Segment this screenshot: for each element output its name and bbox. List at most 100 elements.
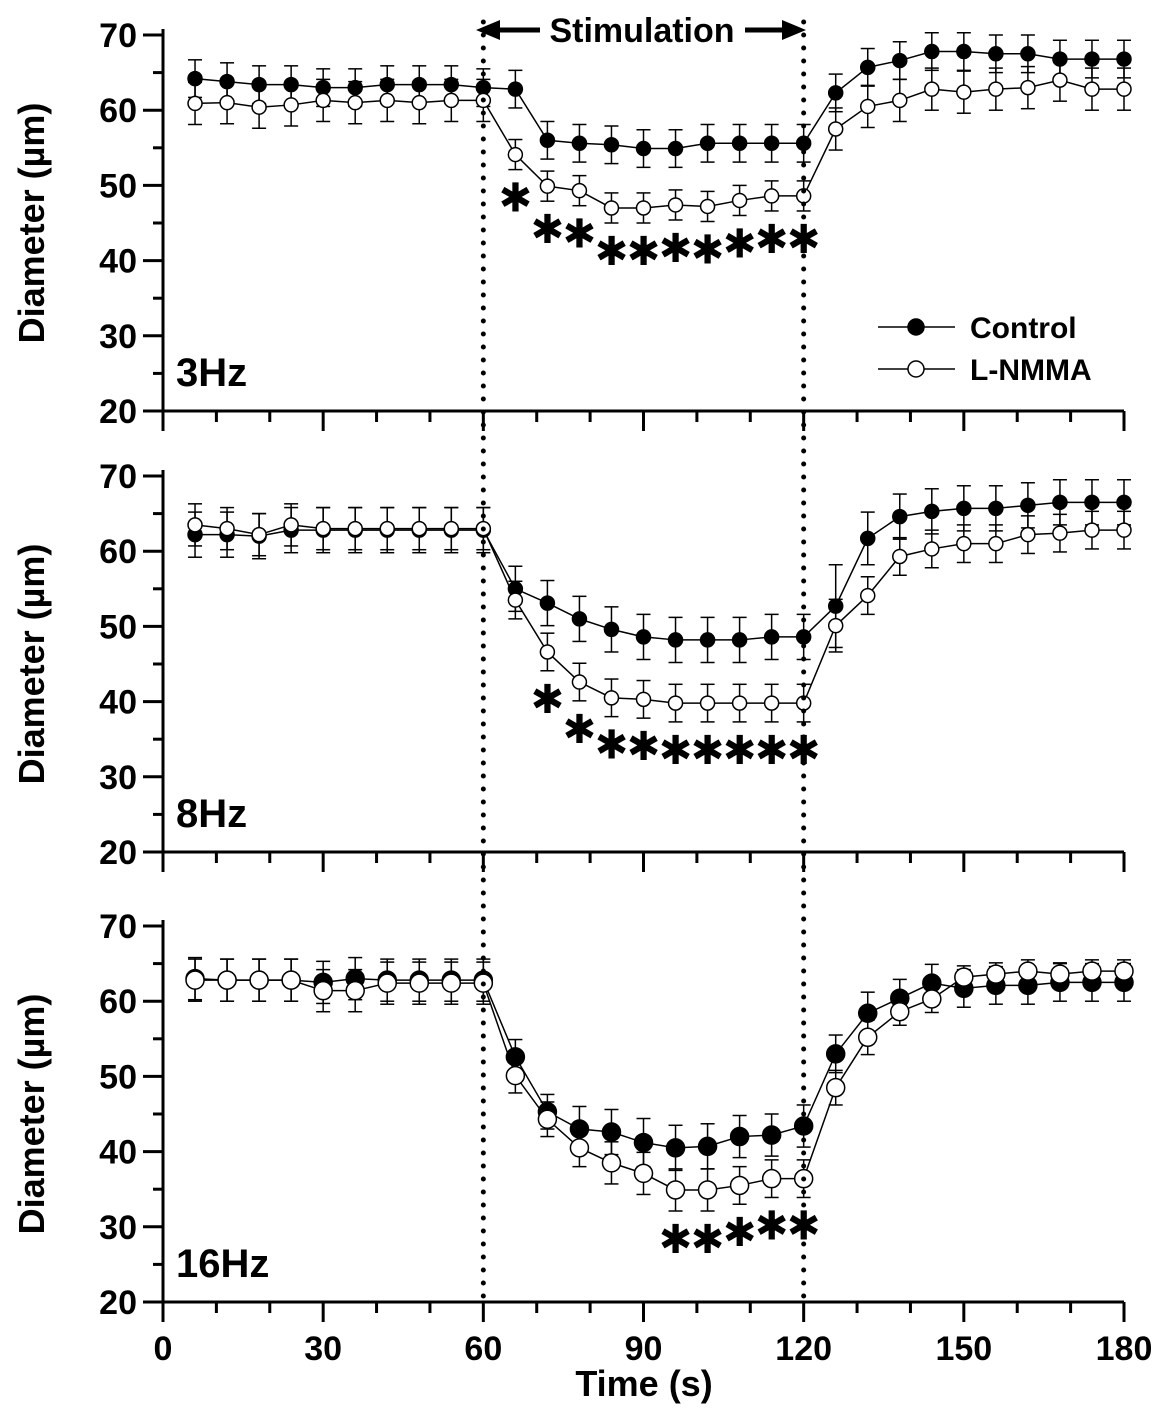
data-point-L-NMMA (315, 520, 331, 537)
data-point-Control (667, 632, 684, 648)
significance-marker: ✱ (563, 212, 597, 258)
data-point-Control (1020, 497, 1036, 514)
y-tick-label: 20 (99, 393, 137, 431)
data-point-L-NMMA (857, 1027, 878, 1048)
data-point-L-NMMA (827, 121, 844, 137)
data-point-L-NMMA (283, 517, 299, 533)
data-point-Control (827, 85, 844, 101)
data-point-L-NMMA (379, 520, 395, 537)
data-point-L-NMMA (507, 146, 524, 163)
data-point-L-NMMA (603, 200, 620, 216)
significance-marker: ✱ (659, 1217, 693, 1263)
significance-marker: ✱ (595, 229, 629, 275)
data-point-L-NMMA (924, 81, 940, 97)
series-line-L-NMMA (195, 970, 1124, 1191)
data-point-L-NMMA (763, 188, 780, 204)
data-point-L-NMMA (251, 99, 267, 115)
panel-label: 3Hz (176, 351, 247, 395)
data-point-L-NMMA (986, 964, 1006, 984)
y-tick-label: 50 (99, 167, 137, 205)
data-point-L-NMMA (635, 200, 652, 216)
data-point-L-NMMA (1082, 961, 1102, 981)
y-tick-label: 60 (99, 983, 137, 1021)
data-point-L-NMMA (892, 92, 908, 109)
series-line-Control (195, 501, 1124, 641)
data-point-L-NMMA (1084, 522, 1100, 538)
data-point-L-NMMA (731, 695, 748, 711)
data-point-L-NMMA (441, 973, 462, 993)
data-point-L-NMMA (924, 541, 940, 557)
y-tick-label: 70 (99, 17, 137, 55)
significance-marker: ✱ (627, 724, 661, 770)
data-point-Control (601, 1122, 622, 1142)
data-point-L-NMMA (697, 1180, 718, 1200)
y-axis-title: Diameter (µm) (11, 994, 52, 1235)
data-point-L-NMMA (729, 1175, 750, 1196)
data-point-Control (665, 1138, 686, 1158)
data-point-L-NMMA (859, 98, 876, 115)
data-point-L-NMMA (443, 92, 460, 109)
y-tick-label: 50 (99, 608, 137, 646)
panel-label: 16Hz (176, 1242, 269, 1286)
data-point-L-NMMA (313, 980, 333, 1001)
data-point-Control (731, 135, 748, 152)
significance-marker: ✱ (755, 1203, 789, 1249)
y-tick-label: 30 (99, 318, 137, 356)
data-point-Control (571, 611, 588, 627)
data-point-L-NMMA (1114, 961, 1134, 981)
data-point-L-NMMA (956, 535, 972, 552)
data-point-L-NMMA (1050, 964, 1070, 984)
data-point-Control (539, 595, 556, 611)
y-tick-label: 40 (99, 684, 137, 722)
data-point-L-NMMA (185, 970, 205, 990)
panel-label: 8Hz (176, 792, 247, 836)
data-point-L-NMMA (633, 1163, 654, 1184)
data-point-Control (603, 137, 620, 153)
series-line-L-NMMA (194, 524, 1124, 704)
data-point-L-NMMA (1084, 81, 1100, 97)
data-point-L-NMMA (219, 94, 235, 111)
data-point-L-NMMA (954, 967, 974, 987)
data-point-L-NMMA (667, 695, 684, 711)
significance-marker: ✱ (499, 176, 533, 222)
significance-marker: ✱ (531, 677, 565, 723)
data-point-L-NMMA (1052, 525, 1068, 541)
significance-marker: ✱ (723, 221, 757, 267)
data-point-L-NMMA (379, 92, 395, 109)
data-point-Control (763, 135, 780, 152)
y-tick-label: 70 (99, 908, 137, 946)
data-point-Control (924, 503, 940, 520)
data-point-L-NMMA (539, 644, 556, 660)
y-tick-label: 20 (99, 1284, 137, 1322)
data-point-L-NMMA (187, 517, 203, 533)
x-axis-title: Time (s) (575, 1363, 712, 1404)
data-point-L-NMMA (249, 970, 269, 990)
legend-control-label: Control (970, 312, 1077, 345)
legend: Control L-NMMA (878, 312, 1092, 387)
x-tick-label: 180 (1096, 1330, 1153, 1368)
data-point-Control (635, 140, 652, 157)
y-tick-label: 40 (99, 1134, 137, 1172)
data-point-L-NMMA (411, 94, 428, 111)
y-tick-label: 60 (99, 92, 137, 130)
legend-lnmma-label: L-NMMA (970, 354, 1092, 387)
y-axis-title: Diameter (µm) (11, 544, 52, 785)
data-point-L-NMMA (892, 548, 908, 565)
data-point-L-NMMA (187, 95, 203, 112)
y-tick-label: 60 (99, 533, 137, 571)
x-tick-label: 120 (775, 1330, 832, 1368)
significance-marker: ✱ (755, 728, 789, 774)
data-point-L-NMMA (601, 1153, 622, 1173)
data-point-Control (697, 1136, 718, 1157)
stimulation-label: Stimulation (549, 12, 734, 50)
significance-marker: ✱ (595, 723, 629, 769)
data-point-Control (603, 621, 620, 638)
data-point-L-NMMA (345, 980, 365, 1001)
data-point-Control (859, 59, 876, 76)
data-point-L-NMMA (443, 520, 460, 537)
y-tick-label: 20 (99, 834, 137, 872)
stimulation-banner: Stimulation (476, 12, 806, 50)
significance-marker: ✱ (723, 1210, 757, 1256)
significance-marker: ✱ (691, 227, 725, 273)
data-point-Control (763, 629, 780, 645)
